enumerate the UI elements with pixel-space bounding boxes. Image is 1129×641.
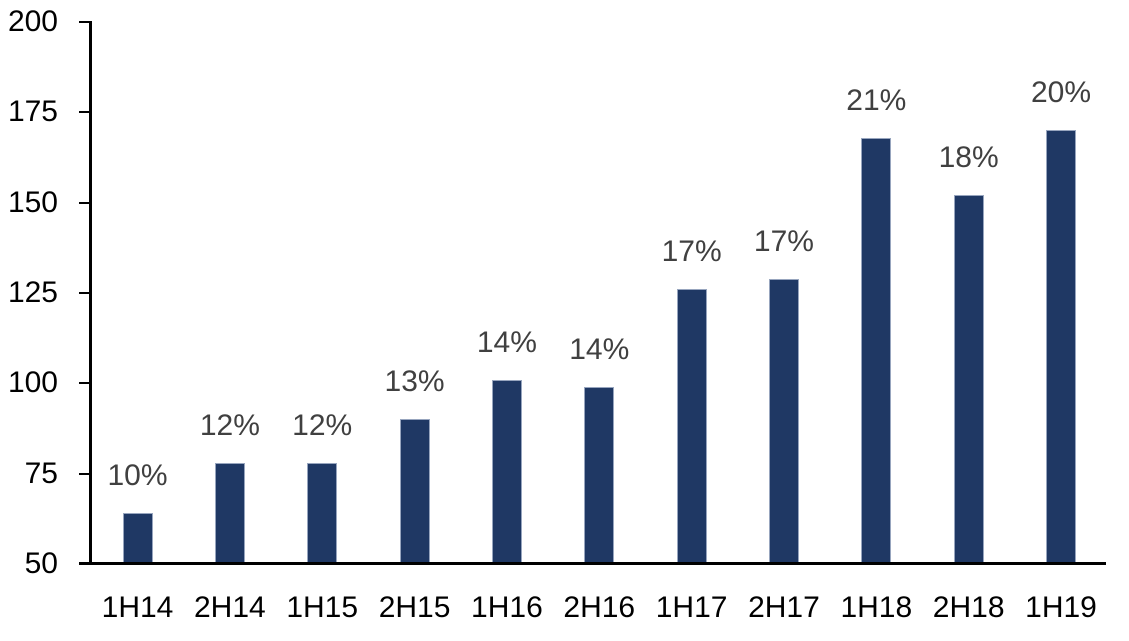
x-tick-label: 1H17 xyxy=(655,591,728,624)
bar xyxy=(584,386,615,564)
bar-value-label: 10% xyxy=(107,459,168,493)
x-tick-label: 1H16 xyxy=(471,591,543,624)
y-axis-tick xyxy=(79,472,91,475)
y-axis-tick xyxy=(79,201,91,204)
bar xyxy=(676,289,707,564)
bar xyxy=(122,513,153,564)
bar-value-label: 20% xyxy=(1030,76,1092,110)
x-tick-label: 2H16 xyxy=(563,591,636,624)
y-axis-tick xyxy=(79,292,91,294)
bar xyxy=(861,137,892,564)
y-tick-label: 175 xyxy=(7,95,58,129)
x-tick-label: 1H14 xyxy=(101,591,174,624)
bar-value-label: 12% xyxy=(292,408,353,442)
x-tick-label: 2H15 xyxy=(378,591,451,624)
bar xyxy=(307,462,338,564)
bar xyxy=(399,419,430,564)
y-tick-label: 50 xyxy=(24,547,58,580)
x-tick-label: 2H18 xyxy=(932,591,1005,624)
x-axis-line xyxy=(79,562,1106,565)
bar-value-label: 12% xyxy=(199,408,260,442)
bar-value-label: 21% xyxy=(846,83,907,117)
y-axis-line xyxy=(89,21,92,564)
x-tick-label: 1H15 xyxy=(286,591,359,624)
x-tick-label: 1H19 xyxy=(1025,591,1097,624)
bar xyxy=(491,379,522,564)
bar xyxy=(768,278,799,564)
bar xyxy=(953,195,984,564)
bar-value-label: 17% xyxy=(753,224,814,258)
y-tick-label: 100 xyxy=(7,366,58,400)
y-tick-label: 150 xyxy=(7,185,58,219)
bar-value-label: 14% xyxy=(569,332,630,366)
y-axis-tick xyxy=(79,111,91,114)
y-axis-tick xyxy=(79,21,91,23)
bar xyxy=(1046,130,1076,564)
y-tick-label: 125 xyxy=(7,276,58,309)
bar-value-label: 18% xyxy=(938,141,999,175)
bar-value-label: 14% xyxy=(476,325,537,359)
y-axis-tick xyxy=(79,382,91,385)
bar-value-label: 13% xyxy=(384,365,445,399)
y-tick-label: 75 xyxy=(24,456,58,490)
bar-value-label: 17% xyxy=(661,235,722,269)
x-tick-label: 2H14 xyxy=(193,591,266,624)
y-tick-label: 200 xyxy=(7,5,58,38)
x-tick-label: 1H18 xyxy=(840,591,913,624)
bar xyxy=(214,462,245,564)
x-tick-label: 2H17 xyxy=(748,591,820,624)
